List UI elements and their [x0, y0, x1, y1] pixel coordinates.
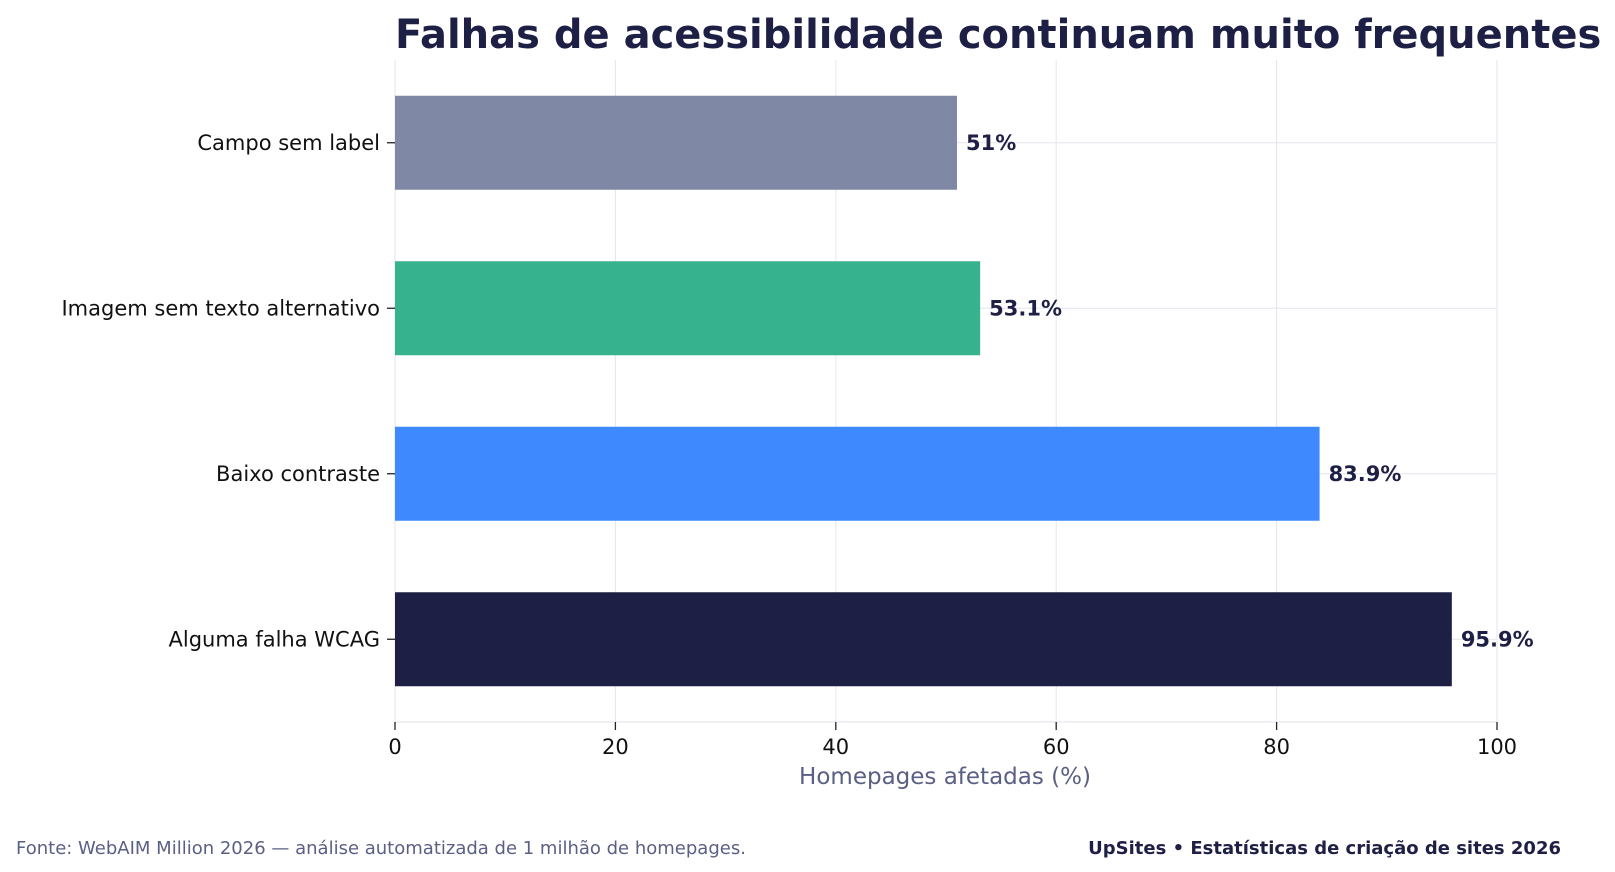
category-labels: Campo sem label Imagem sem texto alternat…	[61, 131, 380, 652]
chart-title: Falhas de acessibilidade continuam muito…	[395, 12, 1601, 58]
brand-credit: UpSites • Estatísticas de criação de sit…	[1088, 838, 1561, 859]
category-label-3: Alguma falha WCAG	[169, 627, 381, 651]
category-label-0: Campo sem label	[197, 131, 380, 155]
x-tick-label-0: 0	[388, 735, 401, 759]
source-note: Fonte: WebAIM Million 2026 — análise aut…	[16, 838, 746, 859]
x-axis-label: Homepages afetadas (%)	[799, 764, 1091, 790]
bars	[395, 95, 1452, 687]
value-label-2: 83.9%	[1329, 462, 1402, 486]
bar-3	[395, 592, 1452, 687]
bar-2	[395, 426, 1320, 521]
bar-0	[395, 95, 958, 190]
category-label-2: Baixo contraste	[216, 462, 380, 486]
x-tick-label-5: 100	[1477, 735, 1517, 759]
value-label-3: 95.9%	[1461, 627, 1534, 651]
bar-1	[395, 261, 981, 356]
x-tick-label-2: 40	[822, 735, 849, 759]
x-tick-label-3: 60	[1043, 735, 1070, 759]
value-label-0: 51%	[966, 131, 1016, 155]
value-label-1: 53.1%	[989, 296, 1062, 320]
category-label-1: Imagem sem texto alternativo	[61, 296, 380, 320]
value-labels: 51% 53.1% 83.9% 95.9%	[966, 131, 1534, 652]
x-tick-label-1: 20	[602, 735, 629, 759]
x-tick-label-4: 80	[1263, 735, 1290, 759]
x-axis: 0 20 40 60 80 100	[387, 142, 1517, 759]
